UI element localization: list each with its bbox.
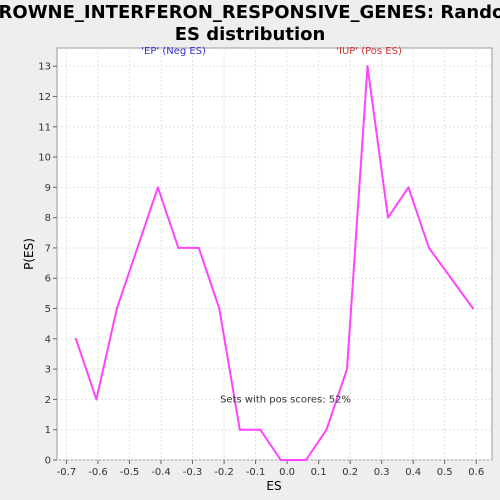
data-point [115,307,118,310]
x-axis: -0.7 -0.6 -0.5 -0.4 -0.3 -0.2 -0.1 0.0 0.1 0.2 0.3… [57,460,484,478]
y-tick-label: 12 [38,92,51,103]
y-tick-label: 7 [45,243,51,254]
x-tick-label: -0.5 [120,467,140,478]
data-point [305,459,308,461]
data-point [259,428,262,431]
chart-title-line-1: BROWNE_INTERFERON_RESPONSIVE_GENES: Rand… [0,2,500,23]
data-point [366,65,369,68]
y-tick-label: 4 [45,334,51,345]
series-line [74,65,474,461]
data-point [197,246,200,249]
x-tick-label: 0.0 [279,467,295,478]
x-tick-label: -0.1 [246,467,266,478]
data-point [95,398,98,401]
x-tick-label: 0.2 [342,467,358,478]
annotations-layer: 'EP' (Neg ES) 'IUP' (Pos ES) Sets with pos… [141,46,402,405]
x-tick-label: -0.2 [214,467,234,478]
chart-annotation: Sets with pos scores: 52% [220,394,351,405]
y-tick-label: 6 [45,274,51,285]
x-tick-label: -0.4 [151,467,171,478]
y-tick-label: 5 [45,304,51,315]
y-tick-label: 11 [38,122,51,133]
y-tick-label: 13 [38,62,51,73]
data-point [346,368,348,371]
data-point [156,186,159,189]
y-tick-label: 9 [45,183,51,194]
grid-lines [57,48,492,461]
x-tick-label: -0.3 [183,467,203,478]
y-tick-label: 3 [45,365,51,376]
data-point [177,246,180,249]
y-tick-label: 8 [45,213,51,224]
data-point [218,307,221,310]
data-point [238,428,241,431]
data-point [386,216,389,219]
data-point [407,186,410,189]
x-tick-label: 0.3 [374,467,390,478]
y-tick-label: 0 [45,456,51,467]
x-tick-label: 0.5 [437,467,453,478]
x-axis-label: ES [266,479,281,493]
y-tick-label: 10 [38,153,51,164]
x-tick-label: 0.1 [311,467,327,478]
x-tick-label: -0.7 [57,467,77,478]
data-point [427,246,430,249]
x-tick-label: -0.6 [88,467,108,478]
x-tick-label: 0.4 [405,467,421,478]
data-point [279,459,282,461]
y-tick-label: 2 [45,395,51,406]
x-tick-label: 0.6 [468,467,484,478]
data-point [472,307,475,310]
y-tick-label: 1 [45,425,51,436]
data-point [325,428,328,431]
chart-title-line-2: ES distribution [175,24,326,45]
data-point [450,277,453,280]
chart-annotation: 'EP' (Neg ES) [141,46,206,57]
data-point [74,337,77,340]
y-axis-label: P(ES) [22,238,36,270]
series-layer [74,65,475,461]
data-point [136,246,139,249]
chart-annotation: 'IUP' (Pos ES) [336,46,402,57]
